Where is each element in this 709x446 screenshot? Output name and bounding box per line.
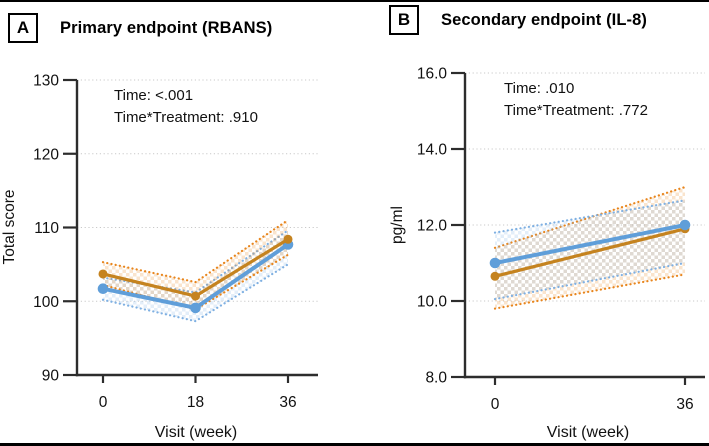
y-tick-label: 90 (42, 368, 60, 385)
panel-b-header: B Secondary endpoint (IL-8) (389, 5, 647, 35)
data-point-marker-treatment-orange (98, 269, 108, 279)
y-tick-label: 130 (33, 73, 59, 90)
data-point-marker-treatment-blue (190, 302, 201, 314)
figure-border-bottom (0, 443, 709, 446)
y-axis-title: Total score (1, 190, 18, 265)
data-point-marker-treatment-orange (490, 271, 500, 281)
data-point-marker-treatment-orange (191, 291, 200, 301)
x-tick-label: 18 (187, 394, 204, 411)
panel-b-title: Secondary endpoint (IL-8) (441, 10, 648, 29)
x-tick-label: 36 (676, 396, 693, 413)
mean-line-treatment-orange (493, 227, 687, 278)
mean-line-treatment-blue (493, 223, 687, 265)
x-axis-title: Visit (week) (547, 424, 629, 441)
y-axis-title: pg/ml (389, 206, 406, 244)
x-axis-title: Visit (week) (155, 424, 237, 441)
panel-a-letter: A (16, 18, 30, 37)
y-tick-label: 110 (34, 220, 59, 237)
annotation-text: Time: .010 (504, 80, 574, 97)
panel-b-letter: B (397, 10, 411, 29)
band-upper-border-treatment-orange (101, 219, 290, 284)
panel-a-letter-box: A (8, 13, 38, 43)
x-tick-label: 0 (491, 396, 500, 413)
data-point-marker-treatment-blue (489, 257, 501, 269)
panel-a-header: A Primary endpoint (RBANS) (8, 13, 272, 43)
chart-rbans: 90 100 110 120 130 0 18 36 Visit (week) Total sco… (1, 73, 318, 441)
band-lower-border-treatment-blue (101, 263, 290, 323)
y-tick-label: 10.0 (417, 294, 448, 311)
data-point-marker-treatment-orange (283, 234, 293, 244)
y-tick-label: 14.0 (417, 142, 448, 159)
figure-border-top (0, 0, 709, 2)
annotation-text: Time*Treatment: .772 (504, 102, 648, 119)
y-tick-label: 12.0 (417, 218, 448, 235)
y-tick-label: 100 (33, 294, 59, 311)
data-point-marker-treatment-blue (97, 283, 109, 295)
data-point-marker-treatment-blue (679, 219, 691, 231)
y-tick-label: 120 (33, 146, 59, 163)
x-tick-label: 0 (99, 394, 108, 411)
y-tick-label: 16.0 (417, 66, 448, 83)
chart-il8: 8.0 10.0 12.0 14.0 16.0 0 36 Visit (week) pg/ml T… (389, 66, 705, 441)
panel-b-letter-box: B (389, 5, 419, 35)
panel-a-title: Primary endpoint (RBANS) (60, 18, 273, 37)
annotation-text: Time: <.001 (114, 87, 193, 104)
y-tick-label: 8.0 (425, 370, 447, 387)
x-tick-label: 36 (279, 394, 296, 411)
annotation-text: Time*Treatment: .910 (114, 109, 258, 126)
confidence-band-treatment-orange (103, 220, 288, 310)
